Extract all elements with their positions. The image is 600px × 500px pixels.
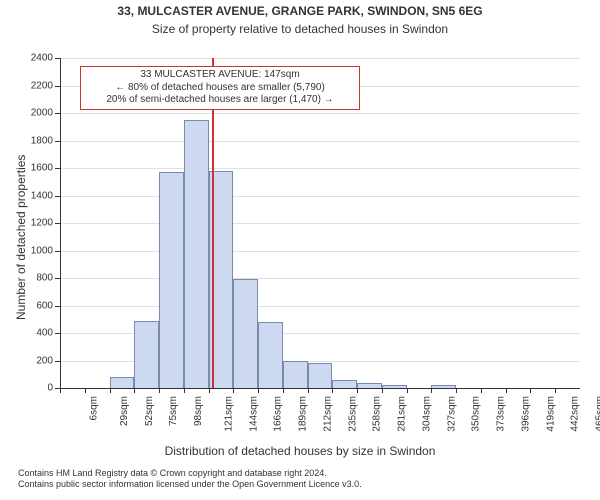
x-tick-label: 281sqm [397,396,408,432]
x-tick-label: 304sqm [421,396,432,432]
x-tick-label: 419sqm [545,396,556,432]
x-tick-label: 396sqm [521,396,532,432]
x-tick-label: 29sqm [119,396,130,426]
title: 33, MULCASTER AVENUE, GRANGE PARK, SWIND… [0,4,600,18]
y-tick-label: 1800 [13,135,53,146]
histogram-bar [332,380,357,388]
x-tick-label: 350sqm [471,396,482,432]
y-tick-label: 400 [13,328,53,339]
x-axis-caption: Distribution of detached houses by size … [0,444,600,458]
y-tick-label: 2200 [13,80,53,91]
y-tick-label: 2000 [13,108,53,119]
gridline [60,278,580,279]
y-tick-label: 1000 [13,245,53,256]
x-tick-label: 75sqm [168,396,179,426]
x-tick-label: 373sqm [496,396,507,432]
x-tick-label: 212sqm [322,396,333,432]
y-tick-label: 600 [13,300,53,311]
histogram-bar [233,279,258,388]
y-axis-line [60,58,61,388]
gridline [60,196,580,197]
gridline [60,141,580,142]
annotation-line2: ← 80% of detached houses are smaller (5,… [87,82,353,95]
histogram-bar [134,321,159,388]
y-tick-label: 1200 [13,218,53,229]
y-tick-label: 1600 [13,163,53,174]
histogram-bar [283,361,308,389]
y-tick-label: 800 [13,273,53,284]
x-tick-label: 121sqm [223,396,234,432]
x-tick-label: 144sqm [248,396,259,432]
y-tick-label: 1400 [13,190,53,201]
x-tick-label: 189sqm [298,396,309,432]
x-tick-label: 98sqm [193,396,204,426]
x-tick-label: 327sqm [446,396,457,432]
histogram-bar [258,322,283,388]
gridline [60,251,580,252]
gridline [60,113,580,114]
y-tick-label: 0 [13,383,53,394]
annotation-line1: 33 MULCASTER AVENUE: 147sqm [87,69,353,82]
gridline [60,223,580,224]
x-tick-label: 235sqm [347,396,358,432]
histogram-bar [110,377,135,388]
chart-container: 33, MULCASTER AVENUE, GRANGE PARK, SWIND… [0,0,600,500]
gridline [60,168,580,169]
annotation-line3: 20% of semi-detached houses are larger (… [87,94,353,107]
histogram-bar [159,172,184,388]
subtitle: Size of property relative to detached ho… [0,22,600,36]
y-axis-label: Number of detached properties [14,155,28,320]
x-axis-line [60,388,580,389]
x-tick-label: 442sqm [570,396,581,432]
y-tick-label: 200 [13,355,53,366]
x-tick-label: 465sqm [595,396,600,432]
gridline [60,306,580,307]
footnote-line1: Contains HM Land Registry data © Crown c… [18,468,362,479]
y-tick-label: 2400 [13,53,53,64]
histogram-bar [308,363,333,388]
histogram-bar [184,120,209,388]
annotation-box: 33 MULCASTER AVENUE: 147sqm ← 80% of det… [80,66,360,110]
x-tick-label: 52sqm [144,396,155,426]
gridline [60,58,580,59]
footnote: Contains HM Land Registry data © Crown c… [18,468,362,491]
footnote-line2: Contains public sector information licen… [18,479,362,490]
x-tick-label: 166sqm [273,396,284,432]
x-tick-label: 258sqm [372,396,383,432]
x-tick-label: 6sqm [88,396,99,420]
